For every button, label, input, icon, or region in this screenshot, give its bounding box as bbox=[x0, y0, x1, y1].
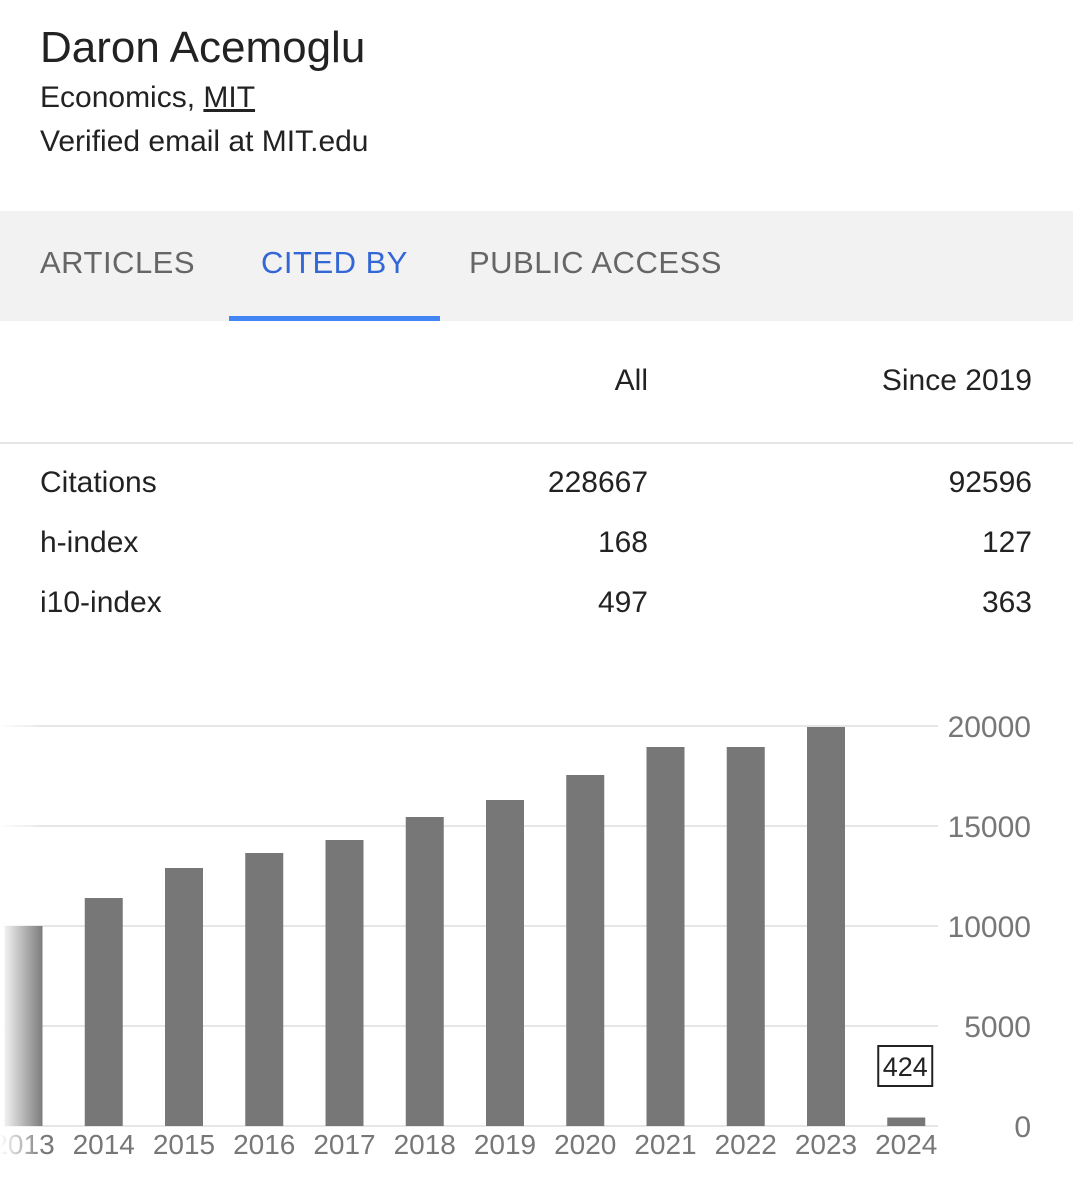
stats-value-since: 92596 bbox=[948, 466, 1032, 499]
bar-2020[interactable] bbox=[566, 775, 605, 1126]
bar-2018[interactable] bbox=[405, 817, 444, 1126]
active-tab-indicator bbox=[229, 316, 440, 321]
x-tick-label: 2015 bbox=[153, 1129, 215, 1160]
tab-bar: ARTICLES CITED BY PUBLIC ACCESS bbox=[0, 211, 1073, 321]
stats-label[interactable]: i10-index bbox=[40, 586, 162, 619]
x-tick-label: 2014 bbox=[73, 1129, 135, 1160]
stats-row-h-index: h-index 168 127 bbox=[0, 513, 1073, 573]
affiliation: Economics, MIT bbox=[40, 76, 369, 120]
author-name: Daron Acemoglu bbox=[40, 23, 366, 72]
stats-value-all: 228667 bbox=[547, 466, 648, 499]
profile-header: Daron Acemoglu Economics, MIT Verified e… bbox=[40, 20, 369, 164]
citations-bar-chart: 2013201420152016201720182019202020212022… bbox=[0, 690, 1031, 1170]
bar-2014[interactable] bbox=[84, 898, 123, 1126]
stats-value-all: 497 bbox=[597, 586, 648, 619]
x-tick-label: 2024 bbox=[875, 1129, 937, 1160]
affiliation-field: Economics, bbox=[40, 81, 204, 114]
bar-2021[interactable] bbox=[646, 747, 685, 1126]
stats-value-since: 363 bbox=[981, 586, 1032, 619]
column-header-since: Since 2019 bbox=[881, 364, 1032, 397]
y-axis-labels: 0 5000 10000 15000 20000 bbox=[948, 711, 1031, 1144]
verified-email: Verified email at MIT.edu bbox=[40, 125, 369, 158]
institution-link[interactable]: MIT bbox=[203, 81, 256, 114]
column-header-all: All bbox=[614, 364, 648, 397]
x-tick-label: 2017 bbox=[313, 1129, 375, 1160]
bar-2016[interactable] bbox=[245, 853, 284, 1126]
y-tick-label: 5000 bbox=[964, 1011, 1031, 1044]
grid-lines bbox=[0, 725, 938, 1127]
stats-label[interactable]: Citations bbox=[40, 466, 157, 499]
tab-articles[interactable]: ARTICLES bbox=[40, 211, 195, 321]
bar-2015[interactable] bbox=[165, 868, 203, 1126]
stats-value-all: 168 bbox=[597, 526, 648, 559]
bar-2024[interactable] bbox=[887, 1117, 926, 1126]
x-tick-label: 2020 bbox=[554, 1129, 616, 1160]
scroll-fade-left bbox=[0, 690, 44, 1170]
x-tick-label: 2021 bbox=[634, 1129, 696, 1160]
x-tick-label: 2018 bbox=[394, 1129, 456, 1160]
x-tick-label: 2016 bbox=[233, 1129, 295, 1160]
citations-chart: 2013201420152016201720182019202020212022… bbox=[0, 690, 1073, 1170]
x-tick-label: 2022 bbox=[715, 1129, 777, 1160]
bar-tooltip: 424 bbox=[877, 1045, 934, 1087]
x-tick-label: 2023 bbox=[795, 1129, 857, 1160]
y-tick-label: 0 bbox=[1014, 1111, 1031, 1144]
y-tick-label: 10000 bbox=[948, 911, 1031, 944]
tab-articles-label: ARTICLES bbox=[40, 245, 196, 280]
tab-cited-by-label: CITED BY bbox=[261, 245, 408, 280]
x-tick-label: 2019 bbox=[474, 1129, 536, 1160]
stats-row-i10-index: i10-index 497 363 bbox=[0, 573, 1073, 633]
bar-2017[interactable] bbox=[325, 840, 364, 1126]
bar-2019[interactable] bbox=[486, 800, 524, 1126]
stats-row-citations: Citations 228667 92596 bbox=[0, 453, 1073, 513]
tooltip-value: 424 bbox=[883, 1052, 928, 1082]
x-axis-labels: 2013201420152016201720182019202020212022… bbox=[0, 1129, 937, 1160]
tooltip-box bbox=[877, 1045, 934, 1087]
bar-2022[interactable] bbox=[726, 747, 765, 1126]
tab-public-access-label: PUBLIC ACCESS bbox=[469, 245, 722, 280]
y-tick-label: 20000 bbox=[948, 711, 1031, 744]
bar-2023[interactable] bbox=[807, 727, 845, 1126]
stats-value-since: 127 bbox=[981, 526, 1032, 559]
tab-public-access[interactable]: PUBLIC ACCESS bbox=[469, 211, 722, 321]
stats-label[interactable]: h-index bbox=[40, 526, 139, 559]
y-tick-label: 15000 bbox=[948, 811, 1031, 844]
stats-table-header: All Since 2019 bbox=[0, 322, 1073, 444]
tab-cited-by[interactable]: CITED BY bbox=[229, 211, 440, 321]
